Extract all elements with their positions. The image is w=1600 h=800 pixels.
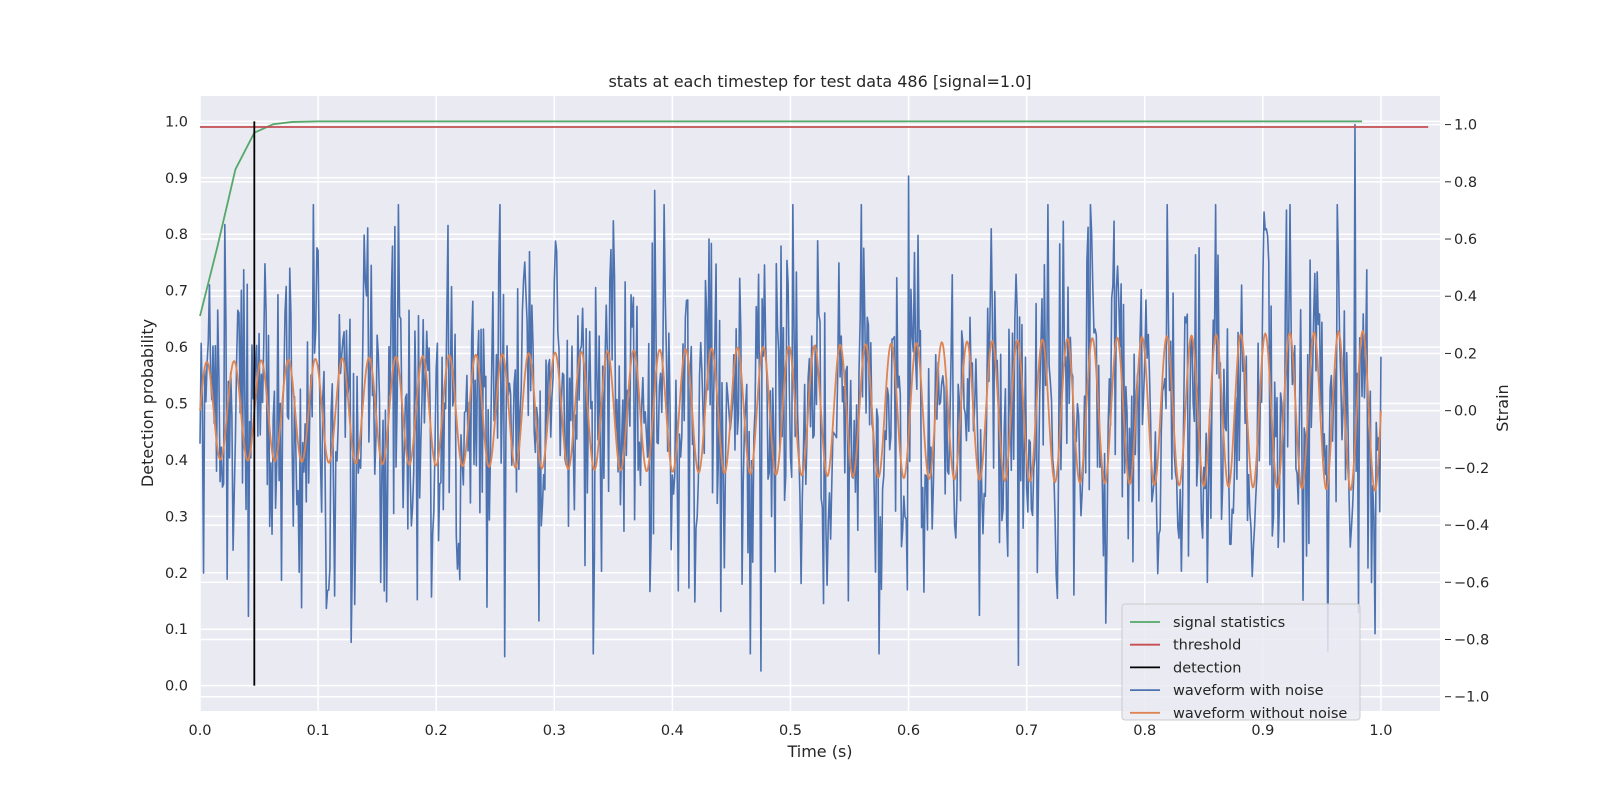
x-tick-label: 0.2 [425, 723, 448, 739]
y-right-tick-label: −0.6 [1454, 575, 1489, 591]
x-tick-label: 0.6 [897, 723, 920, 739]
y-right-tick-label: 0.0 [1454, 404, 1477, 420]
y-left-tick-label: 0.9 [165, 171, 188, 187]
series-line-waveform-without-noise [199, 329, 1382, 492]
x-tick-label: 0.5 [779, 723, 802, 739]
y-left-tick-label: 0.0 [165, 679, 188, 695]
chart-title: stats at each timestep for test data 486… [608, 72, 1031, 91]
legend-label: threshold [1173, 638, 1241, 654]
x-tick-label: 1.0 [1369, 723, 1392, 739]
y-right-tick-label: −0.8 [1454, 632, 1489, 648]
y-right-tick-label: −0.4 [1454, 518, 1489, 534]
y-right-tick-label: 1.0 [1454, 118, 1477, 134]
y-axis-label-right: Strain [1493, 384, 1512, 431]
y-right-tick-label: −1.0 [1454, 690, 1489, 706]
y-left-tick-label: 0.6 [165, 340, 188, 356]
series-line-waveform-with-noise [199, 123, 1382, 672]
legend: signal statistics threshold detection wavef… [1121, 603, 1361, 722]
y-right-tick-label: −0.2 [1454, 461, 1489, 477]
series-line-signal-statistics [199, 120, 1363, 317]
x-tick-label: 0.9 [1251, 723, 1274, 739]
y-left-tick-label: 0.7 [165, 284, 188, 300]
x-axis-label: Time (s) [786, 742, 852, 761]
y-axis-label-left: Detection probability [138, 319, 157, 487]
y-left-tick-label: 0.5 [165, 397, 188, 413]
x-tick-label: 0.1 [307, 723, 330, 739]
y-right-tick-label: 0.4 [1454, 289, 1477, 305]
legend-entries: signal statistics threshold detection wavef… [1130, 615, 1347, 722]
y-left-tick-label: 0.8 [165, 227, 188, 243]
y-left-tick-label: 0.4 [165, 453, 188, 469]
y-right-tick-label: 0.2 [1454, 346, 1477, 362]
x-tick-label: 0.8 [1133, 723, 1156, 739]
legend-label: detection [1173, 660, 1241, 676]
y-left-tick-label: 0.3 [165, 509, 188, 525]
legend-label: waveform with noise [1173, 683, 1324, 699]
y-right-tick-label: 0.8 [1454, 175, 1477, 191]
x-tick-label: 0.0 [188, 723, 211, 739]
x-tick-label: 0.4 [661, 723, 684, 739]
y-left-tick-label: 1.0 [165, 114, 188, 130]
x-tick-label: 0.3 [543, 723, 566, 739]
y-left-tick-label: 0.1 [165, 622, 188, 638]
legend-label: waveform without noise [1173, 706, 1347, 722]
y-left-tick-label: 0.2 [165, 566, 188, 582]
ticks: 0.0 0.1 0.2 0.3 0.4 0.5 0.6 0.7 0.8 0.9 1.0 0.0 0.1 0… [165, 114, 1489, 739]
y-right-tick-label: 0.6 [1454, 232, 1477, 248]
legend-label: signal statistics [1173, 615, 1285, 631]
series-layer [199, 120, 1429, 686]
x-tick-label: 0.7 [1015, 723, 1038, 739]
legend-box [1121, 603, 1361, 721]
